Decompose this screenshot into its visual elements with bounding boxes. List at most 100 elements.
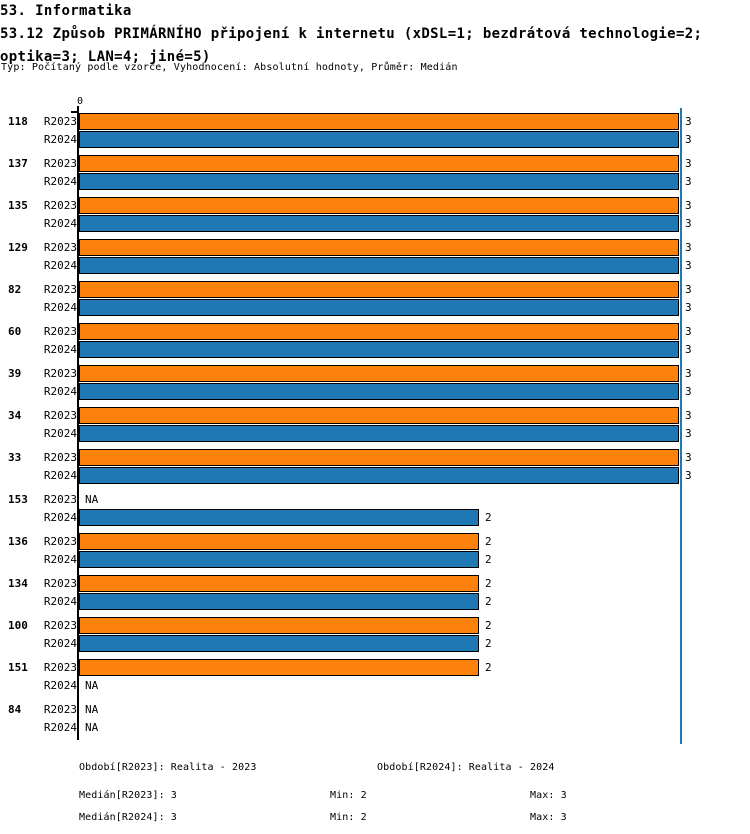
bar-r2023 (79, 197, 679, 214)
group-id-label: 39 (8, 367, 22, 380)
group-id-label: 118 (8, 115, 28, 128)
value-label: 3 (685, 385, 692, 398)
value-label: 2 (485, 595, 492, 608)
bar-r2024 (79, 215, 679, 232)
bar-r2023 (79, 113, 679, 130)
series-label: R2024 (43, 637, 77, 650)
series-label: R2024 (43, 343, 77, 356)
bar-r2023 (79, 617, 479, 634)
series-label: R2023 (43, 325, 77, 338)
series-label: R2024 (43, 133, 77, 146)
value-label: 3 (685, 409, 692, 422)
series-label: R2023 (43, 619, 77, 632)
series-label: R2024 (43, 217, 77, 230)
group-id-label: 153 (8, 493, 28, 506)
value-label: 2 (485, 661, 492, 674)
series-label: R2023 (43, 367, 77, 380)
value-label: 2 (485, 577, 492, 590)
bar-r2023 (79, 659, 479, 676)
group-id-label: 60 (8, 325, 22, 338)
value-label: 3 (685, 343, 692, 356)
x-axis-zero-label: 0 (76, 96, 84, 107)
series-label: R2024 (43, 385, 77, 398)
na-label: NA (85, 679, 99, 692)
bar-r2024 (79, 551, 479, 568)
value-label: 2 (485, 511, 492, 524)
na-label: NA (85, 721, 99, 734)
bar-r2023 (79, 533, 479, 550)
bar-r2023 (79, 449, 679, 466)
series-label: R2023 (43, 283, 77, 296)
value-label: 3 (685, 175, 692, 188)
na-label: NA (85, 493, 99, 506)
bar-r2023 (79, 155, 679, 172)
group-id-label: 100 (8, 619, 28, 632)
series-label: R2023 (43, 451, 77, 464)
group-id-label: 151 (8, 661, 28, 674)
series-label: R2024 (43, 553, 77, 566)
na-label: NA (85, 703, 99, 716)
bar-r2024 (79, 131, 679, 148)
bar-r2024 (79, 341, 679, 358)
series-label: R2023 (43, 703, 77, 716)
value-label: 3 (685, 241, 692, 254)
series-label: R2023 (43, 661, 77, 674)
chart-meta-line: Typ: Počítaný podle vzorce, Vyhodnocení:… (1, 62, 458, 73)
median-r2024-label: Medián[R2024]: 3 (79, 812, 177, 823)
bar-r2024 (79, 635, 479, 652)
median-r2023-label: Medián[R2023]: 3 (79, 790, 177, 801)
group-id-label: 129 (8, 241, 28, 254)
chart-subtitle-line1: 53.12 Způsob PRIMÁRNÍHO připojení k inte… (0, 26, 703, 42)
series-label: R2023 (43, 241, 77, 254)
value-label: 2 (485, 535, 492, 548)
series-label: R2023 (43, 577, 77, 590)
series-label: R2024 (43, 511, 77, 524)
bar-r2024 (79, 383, 679, 400)
bar-r2023 (79, 407, 679, 424)
min-r2023-label: Min: 2 (330, 790, 367, 801)
group-id-label: 136 (8, 535, 28, 548)
value-label: 3 (685, 199, 692, 212)
bar-r2024 (79, 299, 679, 316)
bar-r2024 (79, 425, 679, 442)
max-r2023-label: Max: 3 (530, 790, 567, 801)
value-label: 3 (685, 283, 692, 296)
bar-r2024 (79, 467, 679, 484)
page-title: 53. Informatika (0, 3, 132, 19)
series-label: R2023 (43, 199, 77, 212)
series-label: R2024 (43, 301, 77, 314)
value-label: 3 (685, 451, 692, 464)
series-label: R2023 (43, 157, 77, 170)
series-label: R2023 (43, 409, 77, 422)
value-label: 3 (685, 301, 692, 314)
series-label: R2024 (43, 175, 77, 188)
value-label: 3 (685, 115, 692, 128)
bar-r2023 (79, 281, 679, 298)
value-label: 2 (485, 637, 492, 650)
bar-r2023 (79, 323, 679, 340)
period-r2023-label: Období[R2023]: Realita - 2023 (79, 762, 257, 773)
value-label: 3 (685, 259, 692, 272)
max-r2024-label: Max: 3 (530, 812, 567, 823)
min-r2024-label: Min: 2 (330, 812, 367, 823)
value-label: 3 (685, 133, 692, 146)
series-label: R2024 (43, 595, 77, 608)
series-label: R2023 (43, 115, 77, 128)
value-label: 3 (685, 427, 692, 440)
group-id-label: 134 (8, 577, 28, 590)
bar-r2024 (79, 509, 479, 526)
group-id-label: 137 (8, 157, 28, 170)
chart-subtitle-line2: optika=3; LAN=4; jiné=5) (0, 49, 211, 65)
series-label: R2024 (43, 469, 77, 482)
bar-r2023 (79, 575, 479, 592)
bar-r2024 (79, 593, 479, 610)
value-label: 3 (685, 217, 692, 230)
bar-r2023 (79, 239, 679, 256)
series-label: R2024 (43, 259, 77, 272)
value-label: 3 (685, 157, 692, 170)
bar-r2024 (79, 257, 679, 274)
series-label: R2023 (43, 535, 77, 548)
value-label: 3 (685, 325, 692, 338)
series-label: R2023 (43, 493, 77, 506)
